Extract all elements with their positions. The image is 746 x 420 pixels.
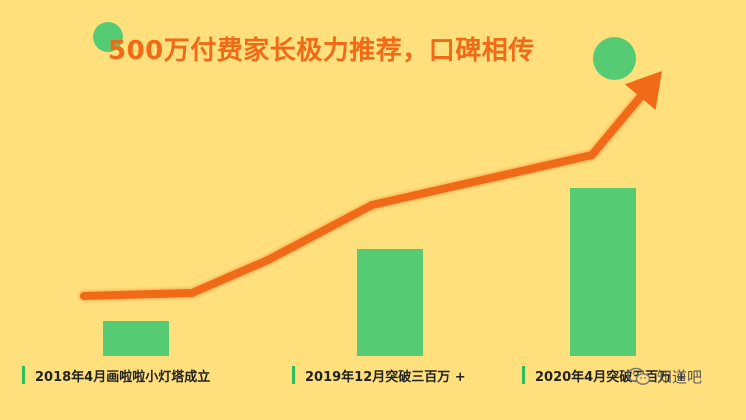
milestone-label: 2019年12月突破三百万 + <box>305 369 466 385</box>
decorative-circle <box>93 22 123 52</box>
bar-3 <box>570 188 636 356</box>
milestone-tick <box>522 366 525 384</box>
trend-line <box>80 90 647 300</box>
bar-1 <box>103 321 169 356</box>
milestone-2: 2019年12月突破三百万 + <box>292 364 466 386</box>
watermark-text: 知道吧 <box>657 368 703 386</box>
watermark: 知道吧 <box>627 366 702 387</box>
trend-arrow-head <box>624 71 662 110</box>
milestone-label: 2018年4月画啦啦小灯塔成立 <box>35 369 211 385</box>
chart-title: 500万付费家长极力推荐，口碑相传 <box>108 36 535 66</box>
trend-group <box>78 71 662 302</box>
wechat-icon <box>627 367 651 385</box>
bar-2 <box>357 249 423 356</box>
milestone-tick <box>22 366 25 384</box>
milestone-tick <box>292 366 295 384</box>
milestone-1: 2018年4月画啦啦小灯塔成立 <box>22 364 210 386</box>
decorative-circle <box>593 37 636 80</box>
bars-group <box>103 188 636 356</box>
